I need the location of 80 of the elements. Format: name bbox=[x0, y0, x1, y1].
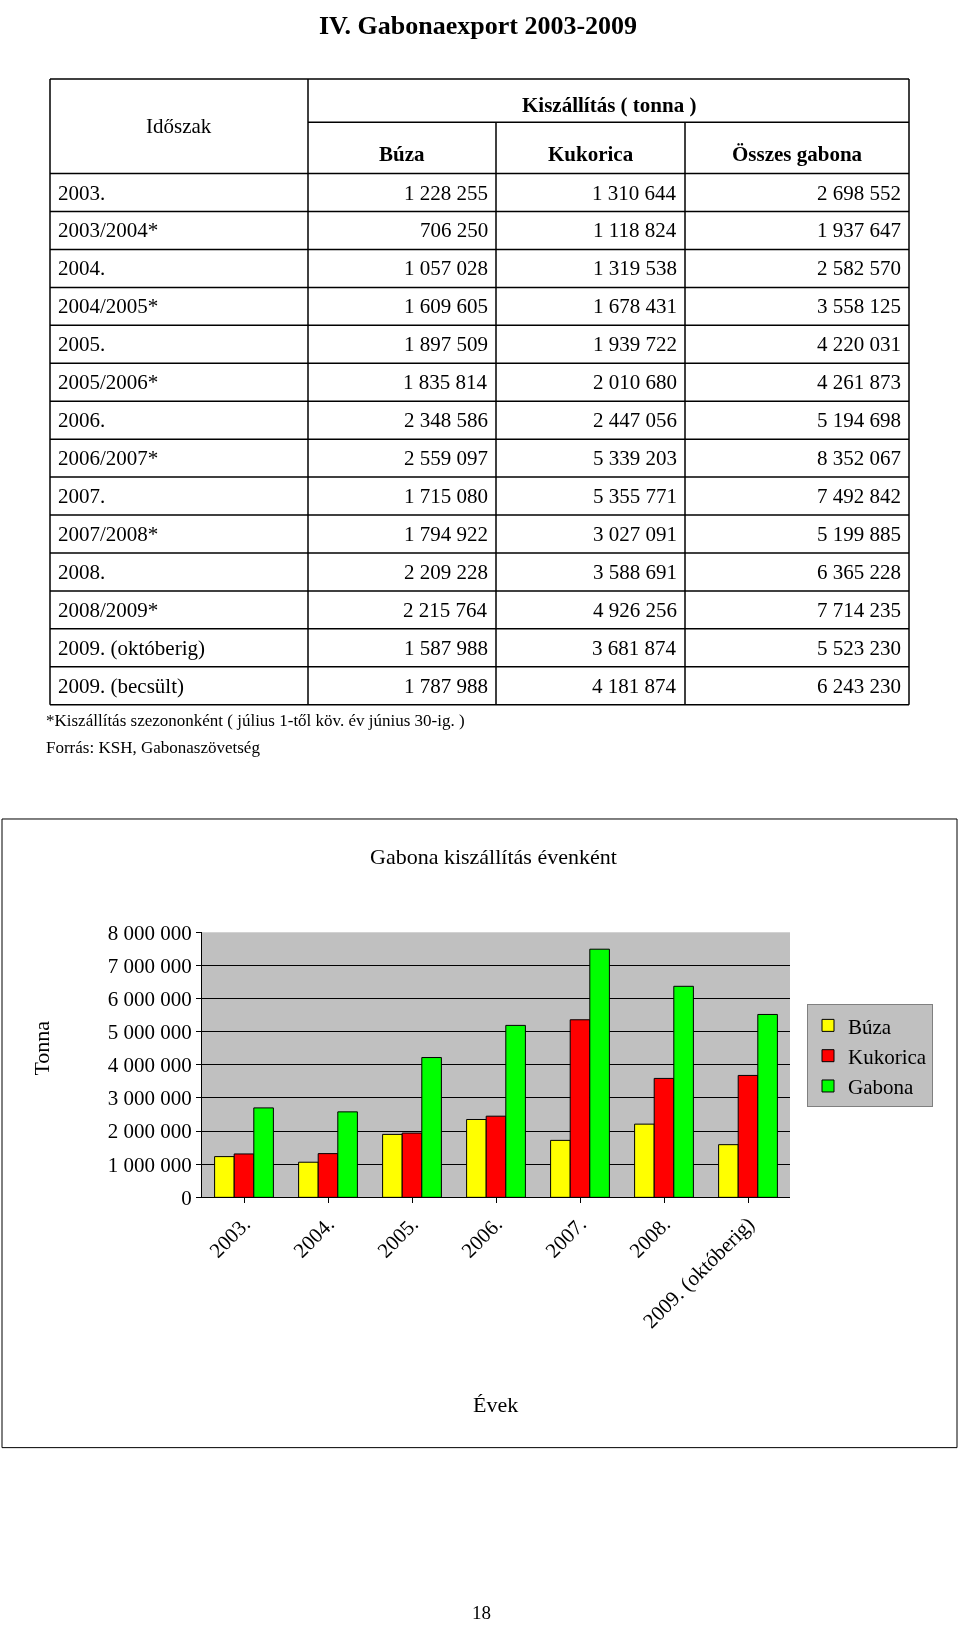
data-label: 1 310 644 bbox=[592, 181, 677, 205]
y-axis-title: Tonna bbox=[29, 1020, 55, 1076]
y-tick-label: 8 000 000 bbox=[107, 920, 192, 945]
data-label: 2 348 586 bbox=[404, 408, 488, 432]
data-label: 5 355 771 bbox=[593, 484, 677, 508]
data-label: 3 588 691 bbox=[593, 560, 677, 584]
y-tick-label: 1 000 000 bbox=[107, 1152, 192, 1177]
legend-label: Búza bbox=[848, 1014, 892, 1039]
x-tick-label: Búza bbox=[379, 142, 426, 166]
data-label: 2 582 570 bbox=[817, 256, 901, 280]
data-label: 5 523 230 bbox=[817, 636, 901, 660]
text: *Kiszállítás szezononként ( július 1-től köv. év június 30-ig. ) bbox=[46, 711, 465, 730]
data-label: 1 937 647 bbox=[817, 218, 901, 242]
y-tick-label: 2003. bbox=[58, 181, 106, 205]
data-label: 4 181 874 bbox=[592, 674, 677, 698]
y-tick-label: 6 000 000 bbox=[107, 986, 192, 1011]
data-label: 1 835 814 bbox=[403, 370, 488, 394]
data-label: 1 587 988 bbox=[404, 636, 488, 660]
data-label: 2 209 228 bbox=[404, 560, 488, 584]
data-label: 706 250 bbox=[420, 218, 489, 242]
data-label: 2 447 056 bbox=[593, 408, 677, 432]
data-label: 1 678 431 bbox=[593, 294, 677, 318]
y-tick-label: 2009. (becsült) bbox=[58, 674, 184, 698]
y-tick-label: 2006/2007* bbox=[58, 446, 159, 470]
data-label: 1 228 255 bbox=[404, 181, 488, 205]
y-tick-label: 2007/2008* bbox=[58, 522, 159, 546]
y-tick-label: 2005. bbox=[58, 332, 106, 356]
data-label: 1 794 922 bbox=[404, 522, 488, 546]
chart-title: IV. Gabonaexport 2003-2009 bbox=[319, 11, 638, 40]
data-label: 4 220 031 bbox=[817, 332, 901, 356]
x-tick-label: Összes gabona bbox=[732, 142, 863, 166]
y-tick-label: 4 000 000 bbox=[107, 1053, 192, 1078]
y-tick-label: 2 000 000 bbox=[107, 1119, 192, 1144]
data-label: 4 261 873 bbox=[817, 370, 901, 394]
data-label: 7 714 235 bbox=[817, 598, 901, 622]
y-tick-label: 2004. bbox=[58, 256, 106, 280]
data-label: 1 715 080 bbox=[404, 484, 488, 508]
text: Forrás: KSH, Gabonaszövetség bbox=[46, 738, 261, 757]
data-label: 2 215 764 bbox=[403, 598, 488, 622]
y-tick-label: 2006. bbox=[58, 408, 106, 432]
data-label: 3 681 874 bbox=[592, 636, 677, 660]
data-label: 2 698 552 bbox=[817, 181, 901, 205]
x-axis-title: Évek bbox=[473, 1392, 519, 1417]
y-tick-label: 2008/2009* bbox=[58, 598, 159, 622]
data-label: 2 010 680 bbox=[593, 370, 677, 394]
data-label: 6 365 228 bbox=[817, 560, 901, 584]
data-label: 1 787 988 bbox=[404, 674, 488, 698]
y-tick-label: 3 000 000 bbox=[107, 1086, 192, 1111]
data-label: 5 199 885 bbox=[817, 522, 901, 546]
data-label: 1 319 538 bbox=[593, 256, 677, 280]
data-label: 8 352 067 bbox=[817, 446, 901, 470]
data-label: 6 243 230 bbox=[817, 674, 901, 698]
y-tick-label: 2005/2006* bbox=[58, 370, 159, 394]
data-label: 1 897 509 bbox=[404, 332, 488, 356]
legend-label: Gabona bbox=[848, 1075, 914, 1100]
chart-title: Gabona kiszállítás évenként bbox=[370, 844, 617, 869]
text: 18 bbox=[472, 1602, 491, 1623]
y-tick-label: 5 000 000 bbox=[107, 1020, 192, 1045]
y-tick-label: 2009. (októberig) bbox=[58, 636, 205, 660]
data-label: 1 057 028 bbox=[404, 256, 488, 280]
data-label: 4 926 256 bbox=[593, 598, 677, 622]
y-axis-title: Időszak bbox=[146, 114, 212, 138]
y-tick-label: 2004/2005* bbox=[58, 294, 159, 318]
data-label: 7 492 842 bbox=[817, 484, 901, 508]
data-label: 3 027 091 bbox=[593, 522, 677, 546]
data-label: 5 339 203 bbox=[593, 446, 677, 470]
y-tick-label: 7 000 000 bbox=[107, 953, 192, 978]
x-tick-label: Kukorica bbox=[548, 142, 634, 166]
data-label: 5 194 698 bbox=[817, 408, 901, 432]
y-tick-label: 0 bbox=[181, 1185, 192, 1210]
x-axis-title: Kiszállítás ( tonna ) bbox=[522, 93, 697, 117]
legend-label: Kukorica bbox=[848, 1044, 927, 1069]
data-label: 1 118 824 bbox=[593, 218, 677, 242]
data-label: 1 609 605 bbox=[404, 294, 488, 318]
data-label: 3 558 125 bbox=[817, 294, 901, 318]
y-tick-label: 2007. bbox=[58, 484, 106, 508]
data-label: 2 559 097 bbox=[404, 446, 488, 470]
y-tick-label: 2008. bbox=[58, 560, 106, 584]
y-tick-label: 2003/2004* bbox=[58, 218, 159, 242]
data-label: 1 939 722 bbox=[593, 332, 677, 356]
